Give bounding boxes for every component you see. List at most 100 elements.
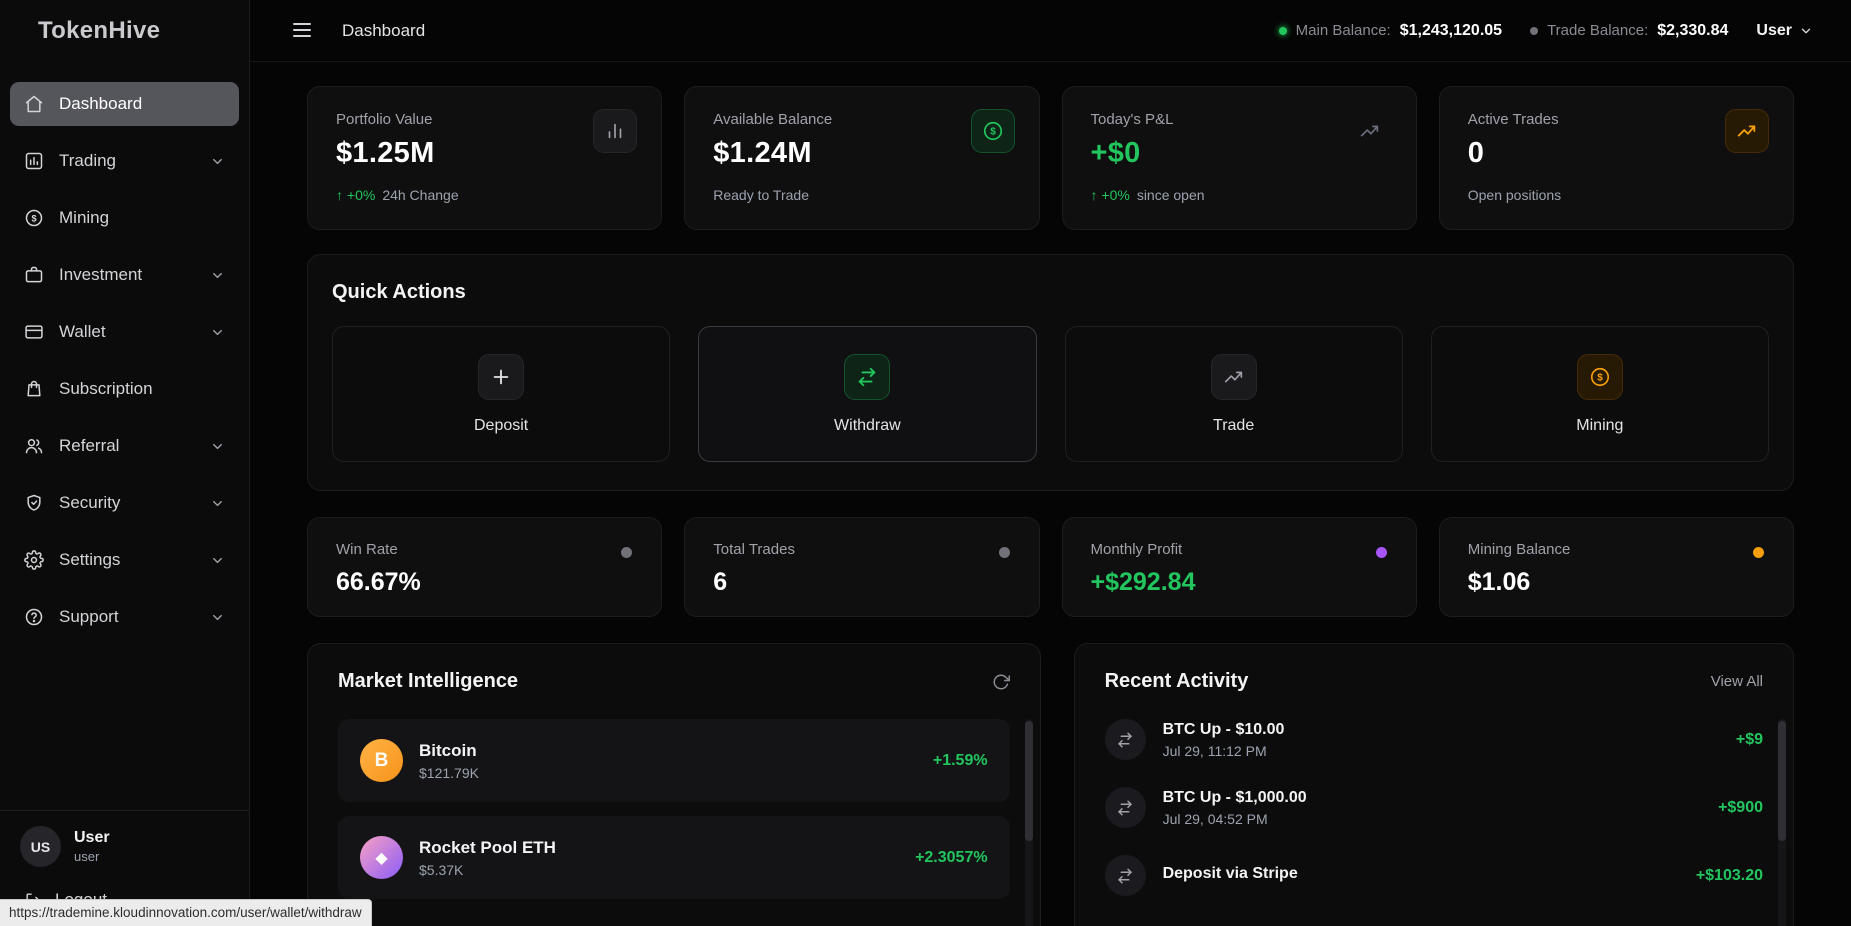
activity-info: BTC Up - $10.00 Jul 29, 11:12 PM: [1163, 721, 1285, 759]
hamburger-menu-icon[interactable]: [290, 18, 316, 44]
stat-label: Active Trades: [1467, 111, 1559, 128]
main-balance: Main Balance: $1,243,120.05: [1278, 21, 1503, 40]
action-label: Trade: [1213, 416, 1255, 434]
sidebar-item-label: Wallet: [59, 322, 106, 341]
trade-balance: Trade Balance: $2,330.84: [1530, 22, 1728, 40]
trade-button[interactable]: Trade: [1064, 326, 1403, 462]
activity-amount: +$103.20: [1695, 866, 1763, 884]
mining-button[interactable]: $ Mining: [1430, 326, 1769, 462]
activity-amount: +$900: [1718, 798, 1763, 816]
activity-row[interactable]: BTC Up - $10.00 Jul 29, 11:12 PM +$9: [1104, 719, 1763, 760]
coin-info: Rocket Pool ETH $5.37K: [419, 838, 556, 878]
scrollbar-thumb[interactable]: [1778, 721, 1786, 841]
main-balance-value: $1,243,120.05: [1399, 21, 1503, 39]
refresh-icon[interactable]: [992, 673, 1010, 691]
topbar: Dashboard Main Balance: $1,243,120.05 Tr…: [250, 0, 1851, 62]
stat-value: +$292.84: [1090, 568, 1196, 596]
activity-title: Deposit via Stripe: [1162, 864, 1298, 882]
stat-sub-text: Ready to Trade: [713, 187, 809, 203]
status-dot: [1530, 26, 1539, 35]
svg-text:$: $: [31, 213, 36, 223]
activity-scrollbar[interactable]: [1778, 719, 1786, 926]
status-dot: [1278, 26, 1287, 35]
activity-title: BTC Up - $10.00: [1162, 720, 1285, 738]
action-label: Withdraw: [834, 416, 901, 434]
bitcoin-icon: B: [360, 739, 403, 782]
swap-arrows-icon: [1104, 855, 1146, 896]
view-all-link[interactable]: View All: [1710, 673, 1763, 690]
stat-value: 66.67%: [336, 568, 421, 596]
users-icon: [24, 436, 44, 456]
coin-price: $121.79K: [419, 764, 479, 781]
activity-row[interactable]: Deposit via Stripe +$103.20: [1104, 855, 1763, 896]
sidebar-item-referral[interactable]: Referral: [10, 424, 239, 468]
market-intelligence-panel: Market Intelligence B Bitcoin $121.79K: [307, 643, 1041, 926]
quick-actions-grid: Deposit Withdraw Trade: [332, 326, 1769, 462]
app-logo: TokenHive: [38, 17, 161, 44]
help-circle-icon: [24, 607, 44, 627]
topbar-right: Main Balance: $1,243,120.05 Trade Balanc…: [1278, 21, 1813, 40]
dollar-circle-icon: $: [1576, 353, 1623, 400]
gear-icon: [24, 550, 44, 570]
user-info: User user: [74, 829, 110, 864]
main-column: Dashboard Main Balance: $1,243,120.05 Tr…: [250, 0, 1851, 926]
stat-label: Total Trades: [713, 541, 795, 558]
briefcase-icon: [24, 265, 44, 285]
stat-sub-text: Open positions: [1467, 187, 1562, 203]
sidebar-item-mining[interactable]: $ Mining: [10, 196, 239, 240]
activity-row[interactable]: BTC Up - $1,000.00 Jul 29, 04:52 PM +$90…: [1104, 787, 1763, 828]
sidebar-item-trading[interactable]: Trading: [10, 139, 239, 183]
deposit-button[interactable]: Deposit: [332, 326, 671, 462]
activity-time: Jul 29, 11:12 PM: [1162, 742, 1267, 759]
shield-icon: [24, 493, 44, 513]
coin-change: +2.3057%: [915, 848, 988, 866]
quick-actions-section: Quick Actions Deposit Withdraw: [307, 254, 1794, 491]
scrollbar-thumb[interactable]: [1024, 721, 1033, 841]
link-preview-statusbar: https://trademine.kloudinnovation.com/us…: [0, 899, 372, 926]
stat-value: +$0: [1090, 137, 1141, 169]
todays-pnl-card: Today's P&L +$0 ↑ +0% since open: [1061, 86, 1417, 230]
trending-up-icon: [1210, 353, 1257, 400]
stat-label: Monthly Profit: [1090, 541, 1183, 558]
mining-balance-card: Mining Balance $1.06: [1438, 517, 1794, 617]
withdraw-button[interactable]: Withdraw: [698, 326, 1037, 462]
mini-stats-row: Win Rate 66.67% Total Trades 6 Monthly P…: [307, 517, 1794, 617]
stat-label: Today's P&L: [1090, 111, 1174, 128]
dollar-circle-icon: $: [970, 109, 1015, 153]
chevron-down-icon: [1801, 28, 1811, 33]
sidebar-item-wallet[interactable]: Wallet: [10, 310, 239, 354]
market-row-rocket-pool-eth[interactable]: ◆ Rocket Pool ETH $5.37K +2.3057%: [338, 816, 1010, 899]
sidebar-item-security[interactable]: Security: [10, 481, 239, 525]
plus-icon: [478, 353, 525, 400]
trending-up-icon: [1725, 109, 1769, 153]
stat-cards-row: Portfolio Value $1.25M ↑ +0% 24h Change …: [307, 86, 1794, 230]
sidebar-item-investment[interactable]: Investment: [10, 253, 239, 297]
sidebar-item-label: Security: [59, 493, 121, 512]
home-icon: [24, 94, 44, 114]
panel-title: Recent Activity: [1104, 670, 1249, 692]
bottom-panels: Market Intelligence B Bitcoin $121.79K: [307, 643, 1794, 926]
coin-name: Rocket Pool ETH: [419, 837, 556, 857]
stat-value: $1.24M: [713, 137, 812, 169]
bar-chart-icon: [593, 109, 638, 153]
stat-label: Win Rate: [336, 541, 398, 558]
user-dropdown[interactable]: User: [1756, 22, 1813, 40]
sidebar-item-label: Support: [59, 607, 119, 626]
market-row-bitcoin[interactable]: B Bitcoin $121.79K +1.59%: [338, 719, 1010, 802]
status-dot: [1375, 547, 1387, 558]
sidebar-item-settings[interactable]: Settings: [10, 538, 239, 582]
activity-info: Deposit via Stripe: [1163, 865, 1298, 887]
panel-header: Recent Activity View All: [1105, 670, 1763, 693]
stat-label: Available Balance: [713, 111, 833, 128]
action-label: Mining: [1576, 416, 1624, 434]
active-trades-card: Active Trades 0 Open positions: [1438, 86, 1794, 230]
sidebar-item-support[interactable]: Support: [10, 595, 239, 639]
section-title: Quick Actions: [332, 281, 466, 303]
market-scrollbar[interactable]: [1024, 719, 1033, 926]
sidebar-item-dashboard[interactable]: Dashboard: [10, 82, 239, 126]
sidebar-user-card[interactable]: US User user: [0, 810, 249, 882]
stat-subtext: Ready to Trade: [713, 187, 1010, 203]
sidebar-item-subscription[interactable]: Subscription: [10, 367, 239, 411]
coin-icon: $: [24, 208, 44, 228]
chevron-down-icon: [210, 439, 225, 454]
